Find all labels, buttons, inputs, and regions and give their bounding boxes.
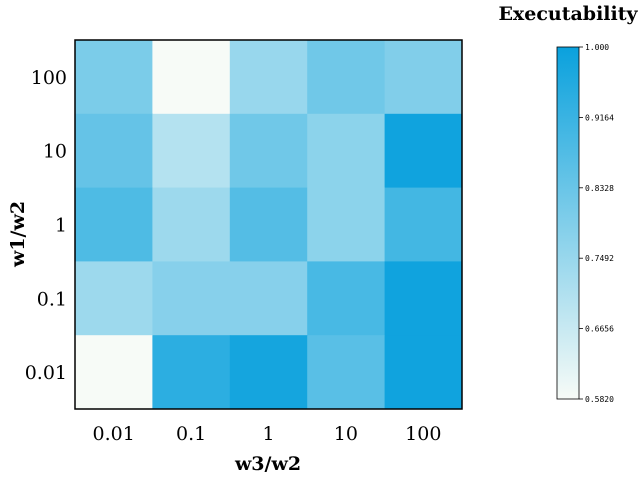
x-axis-title: w3/w2 bbox=[234, 453, 301, 475]
x-tick-label: 0.1 bbox=[176, 423, 206, 445]
heatmap-cell bbox=[75, 187, 153, 262]
heatmap-cell bbox=[307, 113, 386, 189]
heatmap-cell bbox=[152, 40, 231, 115]
heatmap-cell bbox=[75, 335, 153, 410]
heatmap-cell bbox=[229, 187, 308, 262]
heatmap-cell bbox=[152, 261, 231, 336]
y-tick-label: 0.01 bbox=[25, 362, 67, 384]
heatmap-cell bbox=[229, 113, 308, 189]
heatmap-cell bbox=[307, 335, 386, 410]
y-tick-label: 1 bbox=[55, 215, 67, 237]
colorbar-tick-label: 0.5820 bbox=[585, 395, 614, 404]
colorbar-ticks: 1.000 0.9164 0.8328 0.7492 0.6656 0.5820 bbox=[579, 43, 614, 404]
heatmap-cell bbox=[229, 40, 308, 115]
heatmap-cell bbox=[75, 261, 153, 336]
plot-frame bbox=[74, 39, 463, 410]
colorbar-tick-label: 0.6656 bbox=[585, 325, 614, 334]
heatmap-cell bbox=[384, 335, 463, 410]
heatmap-cell bbox=[229, 335, 308, 410]
y-axis-title: w1/w2 bbox=[7, 201, 29, 268]
heatmap-cell bbox=[307, 261, 386, 336]
heatmap-cell bbox=[152, 187, 231, 262]
x-tick-label: 0.01 bbox=[93, 423, 135, 445]
heatmap-cell bbox=[384, 40, 463, 115]
heatmap-cell bbox=[152, 113, 231, 189]
heatmap-cell bbox=[75, 113, 153, 189]
colorbar-tick-label: 0.9164 bbox=[585, 113, 614, 122]
heatmap-cells bbox=[75, 40, 463, 410]
x-tick-label: 1 bbox=[262, 423, 274, 445]
heatmap-cell bbox=[384, 187, 463, 262]
heatmap-cell bbox=[229, 261, 308, 336]
heatmap-cell bbox=[152, 335, 231, 410]
x-tick-label: 10 bbox=[334, 423, 358, 445]
colorbar-tick-label: 0.8328 bbox=[585, 184, 614, 193]
y-axis-ticks: 100 10 1 0.1 0.01 bbox=[25, 67, 67, 384]
heatmap-cell bbox=[307, 187, 386, 262]
colorbar-tick-label: 0.7492 bbox=[585, 254, 614, 263]
colorbar-tick-label: 1.000 bbox=[585, 43, 609, 52]
y-tick-label: 100 bbox=[31, 67, 67, 89]
y-tick-label: 10 bbox=[43, 141, 67, 163]
heatmap-cell bbox=[75, 40, 153, 115]
y-tick-label: 0.1 bbox=[37, 288, 67, 310]
colorbar-bar bbox=[556, 46, 580, 400]
x-axis-ticks: 0.01 0.1 1 10 100 bbox=[93, 423, 442, 445]
heatmap-cell bbox=[384, 113, 463, 189]
x-tick-label: 100 bbox=[405, 423, 441, 445]
heatmap-cell bbox=[384, 261, 463, 336]
colorbar-title: Executability bbox=[498, 3, 638, 25]
heatmap-cell bbox=[307, 40, 386, 115]
